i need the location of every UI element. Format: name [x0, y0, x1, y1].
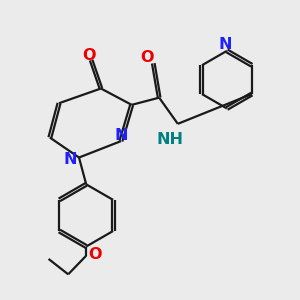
Text: O: O	[83, 48, 96, 63]
Text: O: O	[88, 247, 102, 262]
Text: NH: NH	[157, 132, 184, 147]
Text: N: N	[115, 128, 128, 143]
Text: O: O	[141, 50, 154, 65]
Text: N: N	[218, 38, 232, 52]
Text: N: N	[63, 152, 76, 167]
